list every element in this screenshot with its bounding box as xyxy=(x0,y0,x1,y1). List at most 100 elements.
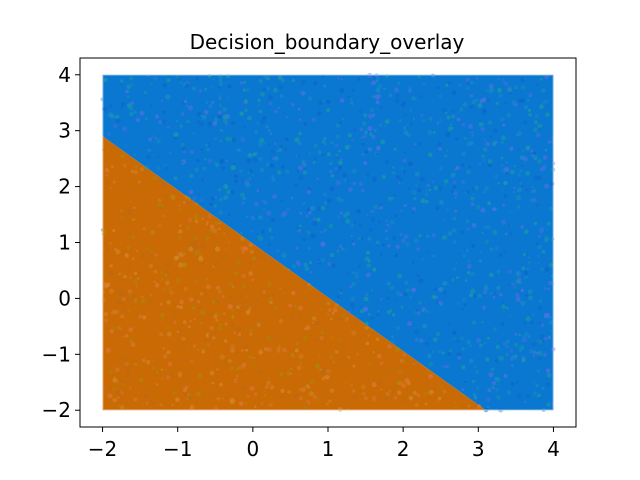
scatter-point xyxy=(502,123,506,127)
scatter-point xyxy=(445,273,448,276)
scatter-point xyxy=(438,300,443,305)
scatter-point xyxy=(321,207,324,210)
scatter-point xyxy=(453,180,457,184)
scatter-point xyxy=(243,246,248,251)
scatter-point xyxy=(499,117,505,122)
scatter-point xyxy=(188,189,194,195)
scatter-point xyxy=(313,143,318,148)
scatter-point xyxy=(342,172,348,178)
scatter-point xyxy=(338,149,341,153)
scatter-point xyxy=(269,276,272,279)
scatter-point xyxy=(386,281,391,286)
scatter-point xyxy=(120,154,125,159)
scatter-point xyxy=(120,379,125,383)
scatter-point xyxy=(295,246,299,250)
scatter-point xyxy=(472,223,477,229)
scatter-point xyxy=(136,309,140,314)
scatter-point xyxy=(489,247,494,252)
scatter-point xyxy=(483,284,489,289)
scatter-point xyxy=(123,358,128,363)
scatter-point xyxy=(484,226,488,229)
scatter-point xyxy=(214,121,217,124)
scatter-point xyxy=(326,301,330,306)
scatter-point xyxy=(231,315,234,318)
scatter-point xyxy=(474,395,477,399)
scatter-point xyxy=(253,337,257,340)
scatter-point xyxy=(507,88,512,93)
scatter-point xyxy=(231,323,235,327)
scatter-point xyxy=(235,374,239,378)
scatter-point xyxy=(532,189,537,193)
scatter-point xyxy=(297,107,301,111)
scatter-point xyxy=(217,253,220,256)
scatter-point xyxy=(505,171,509,175)
scatter-point xyxy=(432,131,436,134)
scatter-point xyxy=(445,83,449,88)
scatter-point xyxy=(282,292,286,296)
scatter-point xyxy=(266,380,271,386)
scatter-point xyxy=(457,302,460,305)
scatter-point xyxy=(420,113,424,117)
scatter-point xyxy=(326,261,332,267)
scatter-point xyxy=(200,114,203,117)
scatter-point xyxy=(351,330,357,336)
scatter-point xyxy=(325,402,329,406)
scatter-point xyxy=(503,81,509,87)
scatter-point xyxy=(548,320,554,325)
scatter-point xyxy=(384,159,390,165)
scatter-point xyxy=(336,196,341,202)
scatter-point xyxy=(330,141,334,144)
scatter-point xyxy=(169,152,172,155)
scatter-point xyxy=(320,231,323,234)
scatter-point xyxy=(203,110,209,115)
scatter-point xyxy=(140,253,146,259)
scatter-point xyxy=(323,228,327,232)
scatter-point xyxy=(180,112,185,116)
scatter-point xyxy=(338,244,343,248)
scatter-point xyxy=(162,346,166,351)
scatter-point xyxy=(131,235,135,240)
scatter-point xyxy=(465,264,468,267)
scatter-point xyxy=(516,187,522,193)
scatter-point xyxy=(308,210,312,215)
scatter-point xyxy=(480,207,486,213)
scatter-point xyxy=(341,313,345,317)
scatter-point xyxy=(126,245,130,250)
scatter-point xyxy=(254,405,257,408)
scatter-point xyxy=(518,289,521,292)
scatter-point xyxy=(547,104,550,108)
scatter-point xyxy=(255,356,259,359)
scatter-point xyxy=(114,247,118,251)
scatter-point xyxy=(321,74,325,78)
scatter-point xyxy=(286,207,290,211)
scatter-point xyxy=(393,147,397,151)
scatter-point xyxy=(351,282,356,287)
scatter-point xyxy=(352,88,356,92)
scatter-point xyxy=(257,236,263,242)
scatter-point xyxy=(256,122,259,125)
scatter-point xyxy=(321,153,325,157)
scatter-point xyxy=(521,149,525,152)
scatter-point xyxy=(129,276,133,279)
scatter-point xyxy=(279,372,284,377)
scatter-point xyxy=(430,73,435,78)
scatter-point xyxy=(316,259,322,264)
scatter-point xyxy=(252,256,256,261)
scatter-point xyxy=(230,189,235,195)
scatter-point xyxy=(240,363,246,369)
scatter-point xyxy=(400,306,404,309)
scatter-point xyxy=(271,218,275,222)
scatter-point xyxy=(483,108,488,113)
scatter-point xyxy=(162,110,166,114)
scatter-point xyxy=(180,143,185,147)
scatter-point xyxy=(428,152,433,158)
scatter-point xyxy=(494,246,499,251)
scatter-point xyxy=(403,126,407,130)
scatter-point xyxy=(330,318,333,321)
scatter-point xyxy=(513,88,517,92)
scatter-point xyxy=(338,165,342,170)
scatter-point xyxy=(357,264,362,269)
scatter-point xyxy=(320,257,326,263)
scatter-point xyxy=(505,344,510,349)
scatter-point xyxy=(134,298,138,301)
